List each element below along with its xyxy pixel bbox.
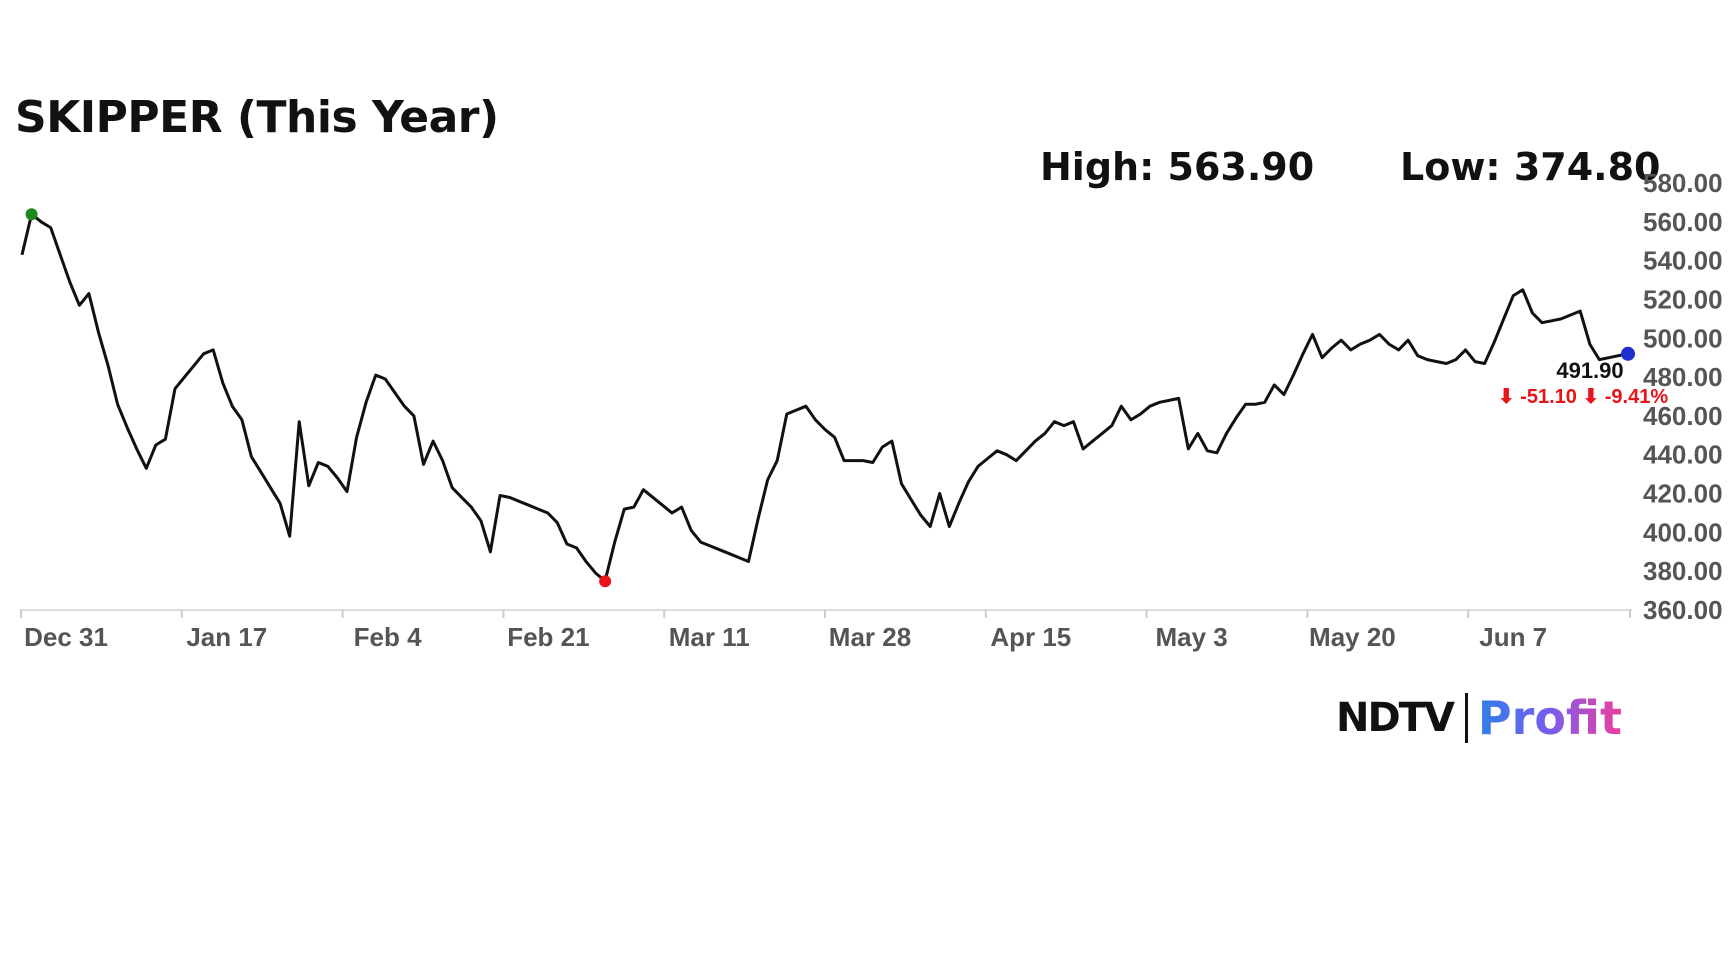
x-axis: Dec 31 Jan 17 Feb 4 Feb 21 Mar 11 Mar 28 Apr 1…: [20, 609, 1632, 652]
logo-profit-text: Profit: [1477, 691, 1623, 745]
y-tick-label: 500.00: [1643, 323, 1723, 353]
y-tick-label: 540.00: [1643, 246, 1723, 276]
chart-title: SKIPPER (This Year): [15, 92, 499, 143]
y-tick-label: 440.00: [1643, 440, 1723, 470]
price-line: [20, 212, 1629, 583]
last-price-marker: [1621, 346, 1635, 361]
x-tick-label: Dec 31: [24, 622, 108, 652]
y-tick-label: 520.00: [1643, 284, 1723, 314]
x-tick-label: Feb 4: [354, 622, 422, 652]
x-tick-label: May 20: [1309, 622, 1396, 652]
high-stat: High: 563.90: [1040, 145, 1315, 189]
x-tick-label: Apr 15: [990, 622, 1071, 652]
y-tick-label: 360.00: [1643, 595, 1723, 625]
price-change-label: ⬇ -51.10 ⬇ -9.41%: [1498, 386, 1668, 408]
y-tick-label: 580.00: [1643, 168, 1723, 198]
last-price-label: 491.90: [1556, 358, 1623, 383]
x-tick-label: Jan 17: [186, 622, 267, 652]
y-tick-label: 400.00: [1643, 517, 1723, 547]
ndtv-profit-logo: NDTV Profit: [1336, 688, 1622, 748]
low-stat: Low: 374.80: [1400, 145, 1661, 189]
y-tick-label: 420.00: [1643, 479, 1723, 509]
x-tick-label: Mar 28: [829, 622, 911, 652]
logo-divider: [1464, 693, 1468, 743]
y-tick-label: 380.00: [1643, 556, 1723, 586]
x-tick-label: Feb 21: [507, 622, 589, 652]
low-marker: [599, 575, 612, 588]
y-axis: 580.00 560.00 540.00 520.00 500.00 480.00 460.…: [1643, 168, 1723, 625]
x-tick-label: Jun 7: [1479, 622, 1547, 652]
x-tick-label: Mar 11: [669, 622, 750, 652]
high-marker: [25, 208, 38, 221]
logo-ndtv-text: NDTV: [1336, 695, 1455, 741]
y-tick-label: 460.00: [1643, 401, 1723, 431]
y-tick-label: 480.00: [1643, 362, 1723, 392]
x-tick-label: May 3: [1155, 622, 1227, 652]
y-tick-label: 560.00: [1643, 207, 1723, 237]
